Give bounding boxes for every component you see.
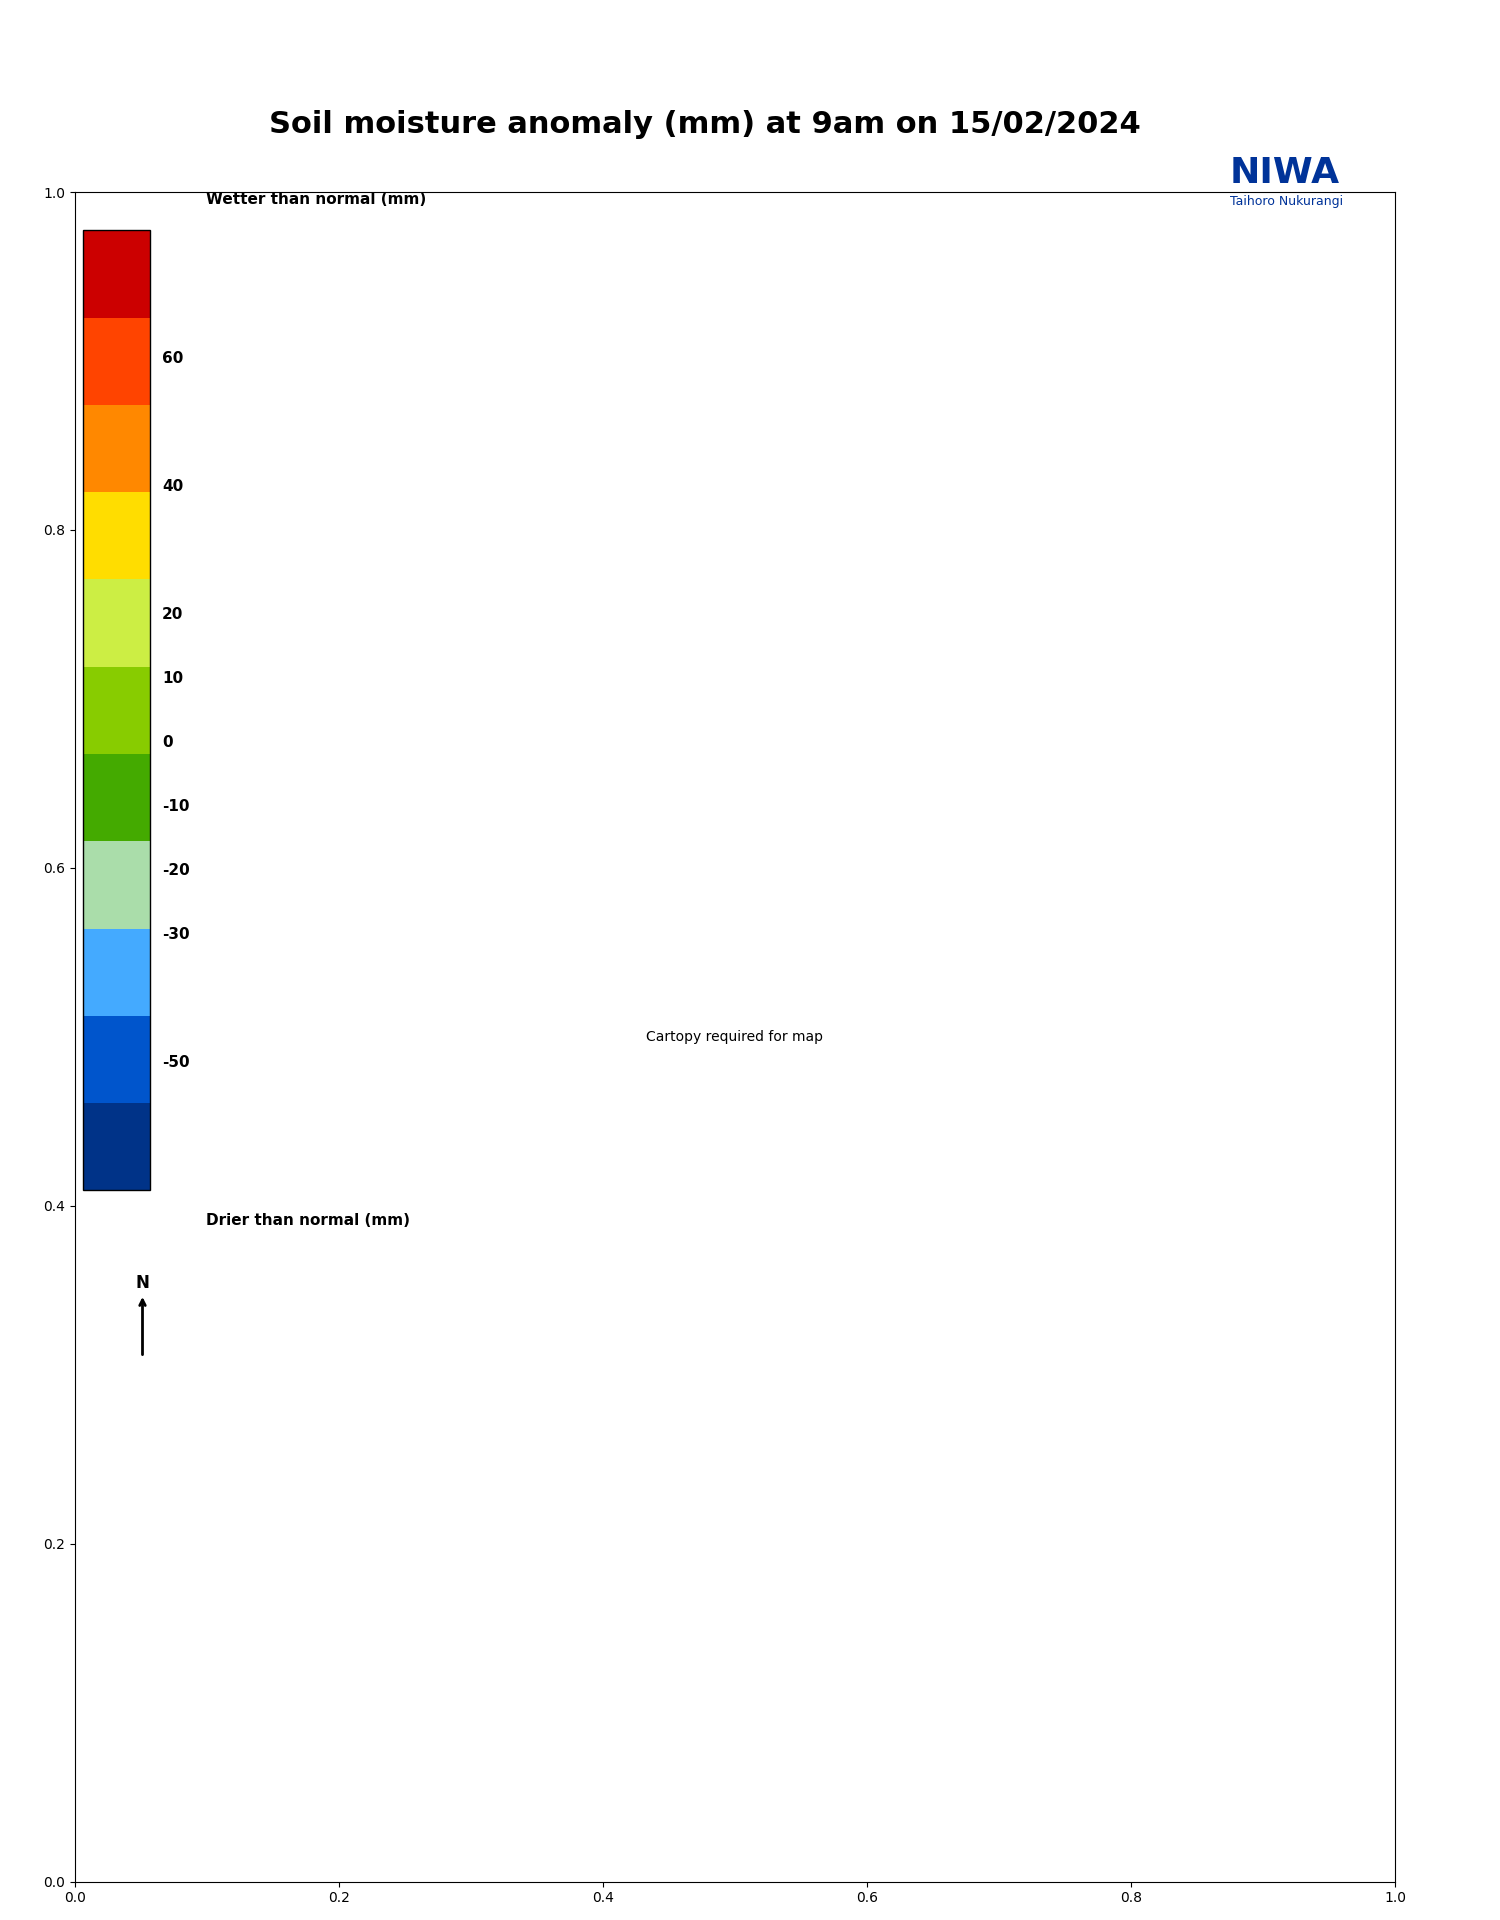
Text: -50: -50 [162, 1054, 189, 1069]
Text: Wetter than normal (mm): Wetter than normal (mm) [207, 192, 426, 207]
Text: Drier than normal (mm): Drier than normal (mm) [207, 1213, 410, 1229]
Text: 20: 20 [162, 607, 183, 622]
Text: Taihoro Nukurangi: Taihoro Nukurangi [1230, 196, 1342, 207]
Text: -20: -20 [162, 862, 189, 877]
Text: 0: 0 [162, 735, 172, 751]
Text: N: N [135, 1273, 150, 1292]
Text: NIWA: NIWA [1230, 156, 1340, 190]
Text: 60: 60 [162, 351, 183, 367]
Text: 10: 10 [162, 670, 183, 685]
Text: -30: -30 [162, 927, 189, 943]
Text: -10: -10 [162, 799, 189, 814]
Text: Soil moisture anomaly (mm) at 9am on 15/02/2024: Soil moisture anomaly (mm) at 9am on 15/… [268, 109, 1142, 140]
Text: Cartopy required for map: Cartopy required for map [646, 1029, 824, 1044]
Text: 40: 40 [162, 478, 183, 493]
